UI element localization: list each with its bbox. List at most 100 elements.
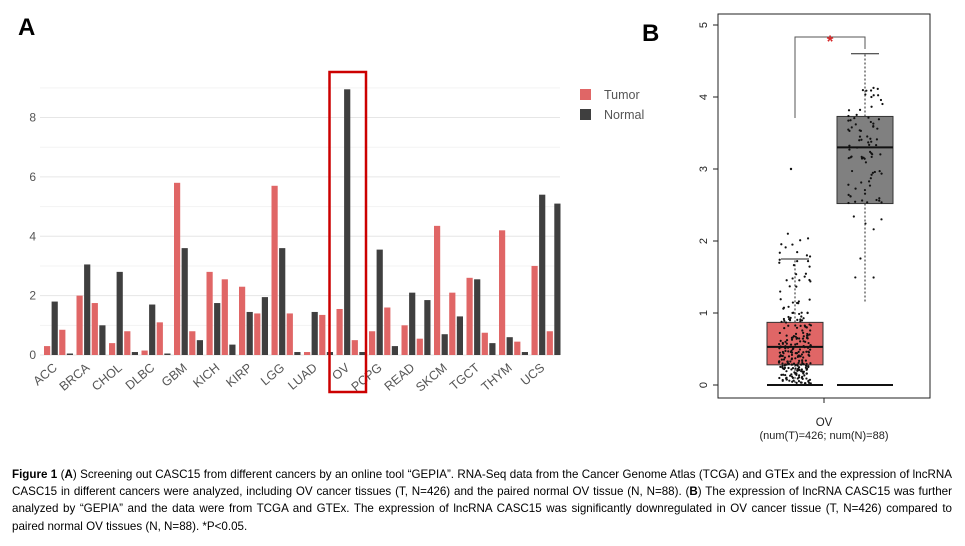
bar-dlbc-0 — [141, 350, 148, 355]
data-point-tumor — [797, 366, 801, 369]
data-point-tumor — [802, 356, 805, 359]
data-point-normal — [862, 156, 865, 159]
data-point-tumor — [800, 370, 803, 373]
data-point-normal — [854, 200, 857, 203]
data-point-tumor — [800, 368, 803, 371]
bar-dlbc-2 — [156, 322, 163, 355]
data-point-normal — [847, 156, 850, 160]
data-point-tumor — [789, 374, 792, 377]
data-point-tumor — [791, 277, 794, 280]
data-point-tumor — [794, 324, 797, 327]
data-point-tumor — [806, 346, 810, 349]
data-point-normal — [869, 120, 872, 124]
data-point-tumor — [791, 363, 794, 366]
data-point-normal — [870, 173, 873, 176]
panel-a-label: A — [18, 14, 36, 41]
data-point-normal — [870, 105, 873, 108]
data-point-tumor — [778, 261, 781, 264]
data-point-tumor — [800, 311, 803, 314]
y-tick-label: 0 — [698, 382, 710, 388]
bar-ov-0 — [336, 308, 343, 355]
bar-brca-1 — [84, 264, 91, 355]
data-point-tumor — [795, 381, 798, 384]
data-point-tumor — [798, 359, 801, 362]
bar-gbm-1 — [181, 248, 188, 355]
data-point-normal — [858, 139, 861, 142]
bar-thym-1 — [506, 337, 513, 355]
data-point-tumor — [808, 378, 812, 381]
data-point-tumor — [785, 378, 788, 381]
data-point-normal — [868, 184, 872, 187]
bar-pcpg-0 — [369, 331, 376, 355]
data-point-normal — [864, 222, 867, 225]
data-point-tumor — [781, 366, 784, 369]
data-point-normal — [847, 193, 850, 196]
data-point-normal — [869, 137, 872, 140]
data-point-tumor — [788, 285, 791, 288]
data-point-tumor — [789, 350, 792, 354]
data-point-normal — [847, 119, 850, 122]
data-point-tumor — [779, 298, 782, 301]
data-point-normal — [869, 89, 873, 92]
data-point-normal — [869, 177, 872, 180]
data-point-tumor — [786, 232, 789, 235]
data-point-tumor — [782, 306, 786, 309]
data-point-tumor — [784, 321, 788, 324]
data-point-tumor — [809, 329, 812, 332]
data-point-normal — [858, 135, 862, 138]
data-point-tumor — [784, 373, 787, 377]
data-point-tumor — [792, 347, 795, 350]
data-point-tumor — [779, 290, 782, 293]
data-point-tumor — [809, 324, 813, 327]
y-tick-label: 3 — [698, 166, 710, 172]
data-point-normal — [868, 143, 871, 146]
data-point-tumor — [795, 273, 798, 276]
data-point-tumor — [797, 300, 800, 303]
data-point-tumor — [798, 337, 801, 340]
bar-dlbc-3 — [164, 353, 171, 355]
data-point-tumor — [809, 382, 812, 385]
data-point-tumor — [780, 373, 783, 377]
y-tick-label: 4 — [29, 229, 36, 243]
bar-lgg-1 — [279, 248, 286, 355]
data-point-tumor — [806, 334, 809, 337]
data-point-tumor — [788, 379, 791, 382]
data-point-normal — [877, 118, 881, 121]
data-point-tumor — [800, 319, 804, 322]
data-point-tumor — [791, 367, 795, 370]
bar-pcpg-1 — [376, 249, 383, 355]
caption-text-1: ( — [57, 468, 65, 481]
data-point-tumor — [781, 362, 784, 365]
y-tick-label: 4 — [698, 94, 710, 100]
data-point-tumor — [791, 311, 794, 315]
data-point-tumor — [794, 335, 797, 338]
data-point-tumor — [795, 326, 799, 329]
data-point-tumor — [778, 351, 782, 354]
y-tick-label: 8 — [29, 111, 36, 125]
data-point-normal — [866, 135, 869, 138]
data-point-tumor — [797, 354, 801, 357]
legend-label-normal: Normal — [604, 108, 644, 122]
bar-pcpg-3 — [391, 346, 398, 355]
y-tick-label: 6 — [29, 170, 36, 184]
data-point-normal — [875, 198, 878, 202]
bar-ov-1 — [344, 89, 351, 355]
bar-kirp-1 — [246, 311, 253, 355]
data-point-tumor — [789, 316, 792, 320]
bar-tgct-2 — [481, 332, 488, 355]
bar-skcm-0 — [434, 225, 441, 355]
data-point-tumor — [800, 363, 803, 366]
data-point-tumor — [785, 363, 788, 366]
data-point-normal — [860, 181, 863, 184]
significance-star: * — [827, 32, 834, 51]
data-point-tumor — [784, 340, 787, 343]
data-point-tumor — [796, 318, 799, 321]
data-point-tumor — [803, 346, 806, 349]
data-point-tumor — [804, 340, 807, 343]
data-point-tumor — [802, 317, 805, 320]
bar-ov-3 — [359, 352, 366, 355]
data-point-normal — [854, 187, 857, 190]
data-point-tumor — [804, 359, 807, 362]
data-point-normal — [879, 153, 882, 156]
